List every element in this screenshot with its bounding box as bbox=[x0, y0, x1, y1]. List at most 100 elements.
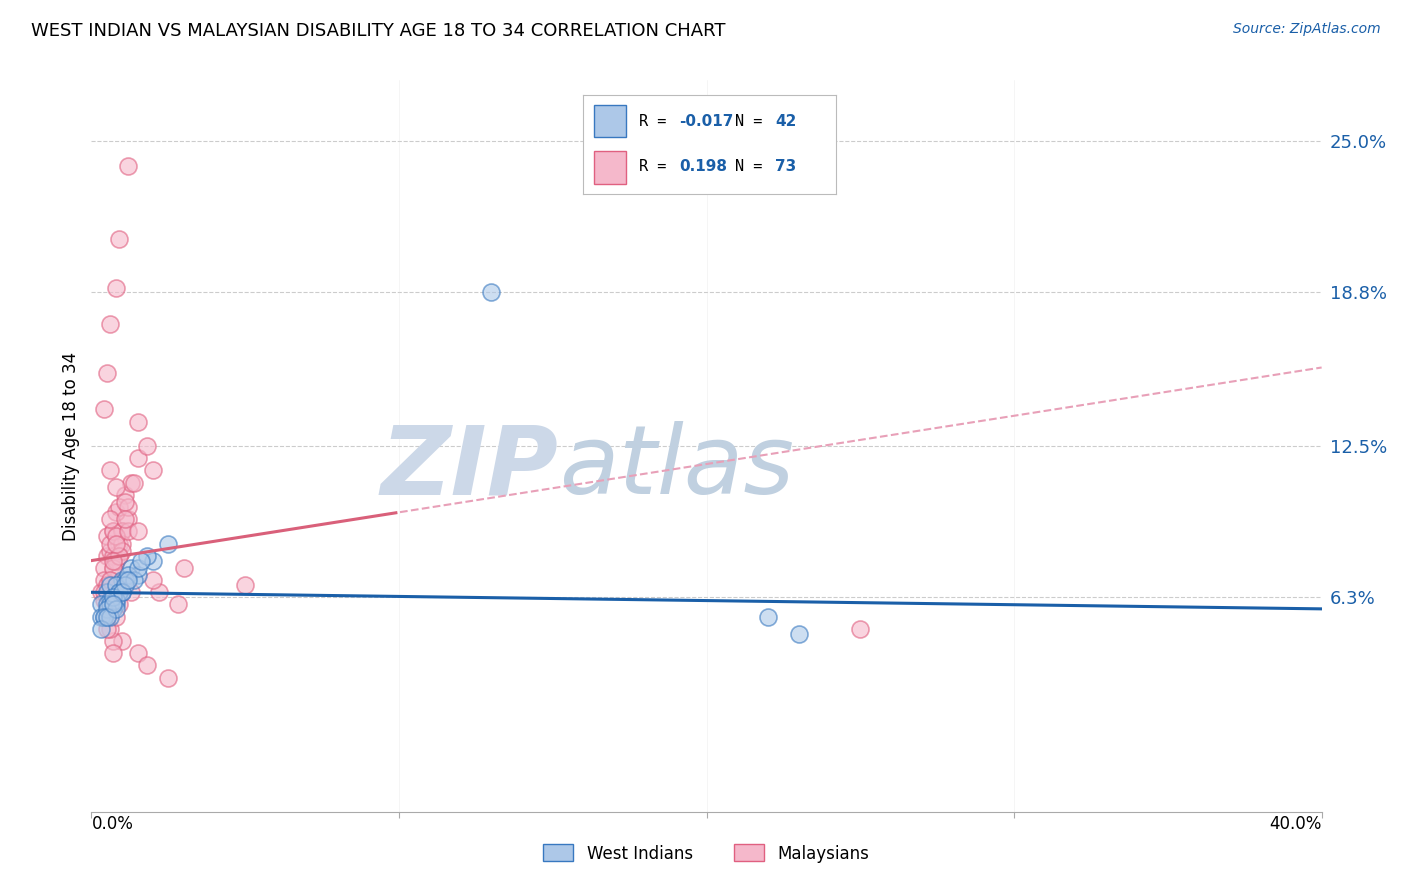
Point bbox=[127, 524, 149, 539]
Point bbox=[105, 553, 127, 567]
Point bbox=[93, 609, 115, 624]
Point bbox=[108, 500, 131, 514]
Text: 0.0%: 0.0% bbox=[91, 815, 134, 833]
Point bbox=[96, 585, 118, 599]
Text: Source: ZipAtlas.com: Source: ZipAtlas.com bbox=[1233, 22, 1381, 37]
Point bbox=[101, 602, 124, 616]
Point bbox=[111, 634, 134, 648]
Point bbox=[98, 578, 121, 592]
Point bbox=[105, 505, 127, 519]
Point bbox=[120, 475, 142, 490]
Point bbox=[101, 561, 124, 575]
Point bbox=[98, 463, 121, 477]
Point bbox=[93, 561, 115, 575]
Text: 40.0%: 40.0% bbox=[1270, 815, 1322, 833]
Point bbox=[117, 573, 139, 587]
Point bbox=[98, 544, 121, 558]
Point bbox=[93, 609, 115, 624]
Point bbox=[135, 439, 157, 453]
Point bbox=[105, 609, 127, 624]
Point bbox=[98, 622, 121, 636]
Point bbox=[157, 671, 180, 685]
Point bbox=[148, 585, 170, 599]
Point bbox=[117, 568, 139, 582]
Point bbox=[787, 626, 810, 640]
Point bbox=[96, 578, 118, 592]
Point bbox=[105, 598, 127, 612]
Point bbox=[849, 622, 872, 636]
Point bbox=[96, 609, 118, 624]
Point bbox=[96, 598, 118, 612]
Point bbox=[157, 536, 180, 550]
Point bbox=[114, 495, 136, 509]
Point bbox=[93, 592, 115, 607]
Point bbox=[142, 463, 165, 477]
Point bbox=[105, 578, 127, 592]
Point bbox=[111, 585, 134, 599]
Point bbox=[96, 585, 118, 599]
Point bbox=[108, 598, 131, 612]
Point bbox=[114, 573, 136, 587]
Point bbox=[111, 524, 134, 539]
Point bbox=[90, 585, 112, 599]
Point bbox=[101, 646, 124, 660]
Point bbox=[98, 536, 121, 550]
Point bbox=[105, 529, 127, 543]
Point bbox=[173, 561, 195, 575]
Point bbox=[96, 366, 118, 380]
Point bbox=[93, 573, 115, 587]
Legend: West Indians, Malaysians: West Indians, Malaysians bbox=[537, 838, 876, 869]
Point bbox=[108, 549, 131, 563]
Point bbox=[114, 578, 136, 592]
Point bbox=[117, 500, 139, 514]
Point bbox=[101, 549, 124, 563]
Point bbox=[108, 549, 131, 563]
Point bbox=[117, 524, 139, 539]
Point bbox=[127, 568, 149, 582]
Point bbox=[101, 553, 124, 567]
Point bbox=[98, 512, 121, 526]
Point bbox=[98, 592, 121, 607]
Point bbox=[114, 512, 136, 526]
Point bbox=[96, 609, 118, 624]
Point bbox=[111, 544, 134, 558]
Point bbox=[96, 578, 118, 592]
Y-axis label: Disability Age 18 to 34: Disability Age 18 to 34 bbox=[62, 351, 80, 541]
Point bbox=[479, 285, 502, 300]
Text: WEST INDIAN VS MALAYSIAN DISABILITY AGE 18 TO 34 CORRELATION CHART: WEST INDIAN VS MALAYSIAN DISABILITY AGE … bbox=[31, 22, 725, 40]
Point bbox=[96, 622, 118, 636]
Point bbox=[111, 524, 134, 539]
Point bbox=[166, 598, 188, 612]
Point bbox=[105, 536, 127, 550]
Point bbox=[756, 609, 779, 624]
Point bbox=[127, 561, 149, 575]
Point bbox=[105, 480, 127, 494]
Point bbox=[96, 549, 118, 563]
Point bbox=[111, 585, 134, 599]
Point bbox=[127, 646, 149, 660]
Point bbox=[98, 573, 121, 587]
Point bbox=[98, 573, 121, 587]
Point bbox=[120, 585, 142, 599]
Point bbox=[142, 573, 165, 587]
Point bbox=[142, 553, 165, 567]
Point bbox=[96, 529, 118, 543]
Point bbox=[93, 585, 115, 599]
Point bbox=[124, 475, 146, 490]
Point bbox=[108, 585, 131, 599]
Point bbox=[90, 609, 112, 624]
Point bbox=[98, 598, 121, 612]
Point bbox=[111, 573, 134, 587]
Point bbox=[93, 402, 115, 417]
Point bbox=[105, 280, 127, 294]
Point bbox=[124, 573, 146, 587]
Point bbox=[111, 536, 134, 550]
Point bbox=[117, 159, 139, 173]
Point bbox=[90, 622, 112, 636]
Point bbox=[98, 609, 121, 624]
Point bbox=[101, 524, 124, 539]
Point bbox=[127, 415, 149, 429]
Text: atlas: atlas bbox=[558, 421, 794, 515]
Point bbox=[93, 609, 115, 624]
Point bbox=[108, 585, 131, 599]
